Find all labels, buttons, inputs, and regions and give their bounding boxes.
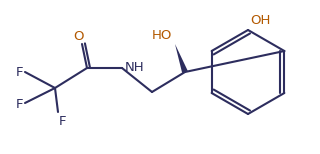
Text: OH: OH: [250, 14, 270, 27]
Text: F: F: [15, 65, 23, 79]
Text: F: F: [59, 115, 67, 128]
Text: NH: NH: [125, 61, 145, 73]
Polygon shape: [175, 44, 188, 73]
Text: F: F: [15, 97, 23, 111]
Text: O: O: [74, 30, 84, 43]
Text: HO: HO: [152, 29, 172, 42]
